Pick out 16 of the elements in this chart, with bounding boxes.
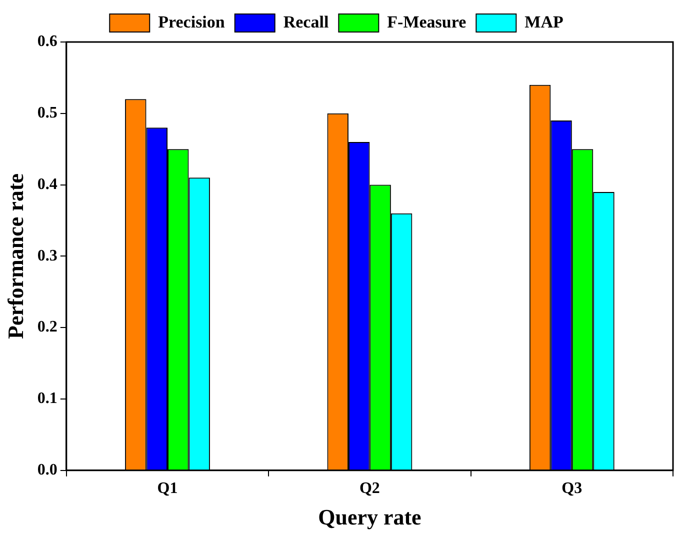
x-tick-label: Q3 bbox=[562, 480, 582, 498]
legend-label: F-Measure bbox=[387, 12, 467, 32]
y-tick-label: 0.6 bbox=[37, 33, 58, 50]
legend-label: MAP bbox=[524, 12, 564, 32]
x-tick-label: Q1 bbox=[157, 480, 178, 498]
legend-label: Recall bbox=[283, 12, 329, 32]
y-tick-label: 0.4 bbox=[37, 176, 58, 193]
legend-label: Precision bbox=[158, 12, 226, 32]
x-axis-title: Query rate bbox=[318, 504, 422, 530]
y-tick-label: 0.2 bbox=[37, 318, 58, 336]
y-tick-label: 0.1 bbox=[37, 390, 58, 408]
y-axis-title: Performance rate bbox=[2, 173, 28, 339]
y-tick-label: 0.0 bbox=[37, 462, 58, 479]
x-tick-label: Q2 bbox=[359, 480, 380, 498]
y-tick-label: 0.5 bbox=[37, 104, 58, 122]
y-tick-label: 0.3 bbox=[37, 247, 58, 264]
